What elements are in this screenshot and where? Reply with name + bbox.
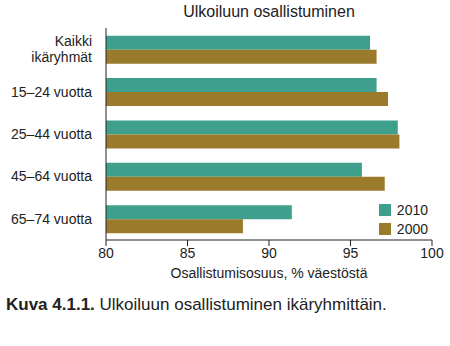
svg-text:95: 95: [343, 245, 359, 261]
svg-text:80: 80: [98, 245, 114, 261]
html-text:Kuva 4.1.1. Ulkoiluun osallist: Kuva 4.1.1. Ulkoiluun osallistuminen ikä…: [6, 295, 387, 314]
svg-text:45–64 vuotta: 45–64 vuotta: [11, 168, 92, 184]
html-text:Ulkoiluun osallistuminen: Ulkoiluun osallistuminen: [183, 3, 355, 20]
svg-text:90: 90: [261, 245, 277, 261]
svg-text:65–74 vuotta: 65–74 vuotta: [11, 211, 92, 227]
svg-text:25–44 vuotta: 25–44 vuotta: [11, 126, 92, 142]
svg-text:Osallistumisosuus, % väestöstä: Osallistumisosuus, % väestöstä: [171, 265, 368, 281]
html-text:2000: 2000: [396, 220, 428, 237]
svg-text:85: 85: [180, 245, 196, 261]
html-text:2010: 2010: [396, 201, 428, 218]
svg-text:Kaikkiikäryhmät: Kaikkiikäryhmät: [31, 33, 92, 65]
svg-text:100: 100: [420, 245, 442, 261]
svg-text:15–24 vuotta: 15–24 vuotta: [11, 84, 92, 100]
